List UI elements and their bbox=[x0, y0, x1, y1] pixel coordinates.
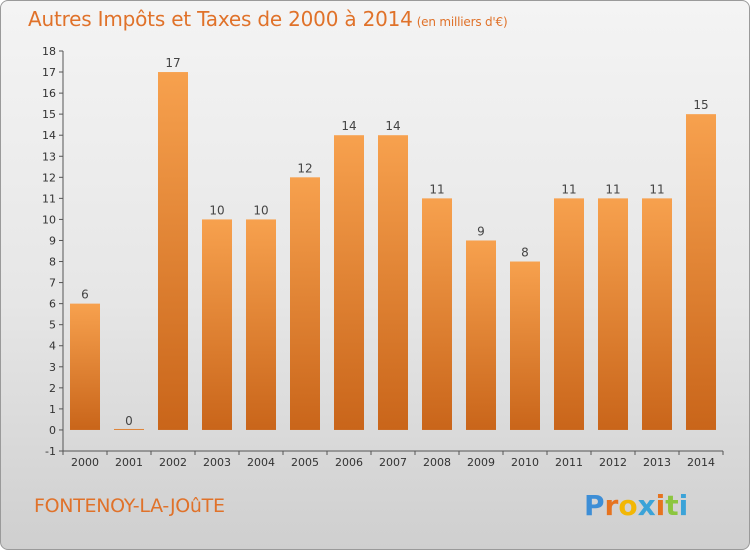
data-label: 14 bbox=[385, 119, 400, 133]
bar bbox=[70, 303, 100, 430]
y-tick-label: 11 bbox=[42, 192, 56, 205]
y-tick-label: 3 bbox=[49, 361, 56, 374]
y-tick-label: 1 bbox=[49, 403, 56, 416]
bar bbox=[554, 198, 584, 430]
data-label: 10 bbox=[209, 203, 224, 217]
chart-unit-note: (en milliers d'€) bbox=[416, 15, 508, 29]
y-tick-label: 17 bbox=[42, 66, 56, 79]
bar bbox=[378, 135, 408, 430]
logo-letter: r bbox=[604, 489, 619, 522]
x-tick-label: 2010 bbox=[511, 456, 539, 469]
x-tick-label: 2006 bbox=[335, 456, 363, 469]
bar bbox=[642, 198, 672, 430]
proxiti-logo: Proxiti bbox=[584, 489, 688, 522]
data-label: 14 bbox=[341, 119, 356, 133]
y-tick-label: 2 bbox=[49, 382, 56, 395]
bar bbox=[114, 428, 144, 430]
bar bbox=[246, 219, 276, 430]
bar bbox=[334, 135, 364, 430]
y-tick-label: 7 bbox=[49, 277, 56, 290]
data-label: 0 bbox=[125, 414, 133, 428]
logo-letter: t bbox=[665, 489, 679, 522]
commune-name: FONTENOY-LA-JOûTE bbox=[34, 495, 225, 517]
bars bbox=[70, 72, 716, 430]
y-tick-label: 15 bbox=[42, 108, 56, 121]
data-label: 11 bbox=[605, 182, 620, 196]
bar bbox=[510, 261, 540, 430]
bar bbox=[290, 177, 320, 430]
logo-letter: i bbox=[655, 489, 666, 522]
bar bbox=[598, 198, 628, 430]
logo-letter: x bbox=[637, 489, 656, 522]
x-tick-label: 2000 bbox=[71, 456, 99, 469]
data-label: 11 bbox=[429, 182, 444, 196]
data-label: 9 bbox=[477, 224, 485, 238]
y-tick-label: 4 bbox=[49, 340, 56, 353]
y-tick-label: 5 bbox=[49, 319, 56, 332]
chart-title: Autres Impôts et Taxes de 2000 à 2014 (en… bbox=[28, 7, 508, 31]
x-tick-label: 2003 bbox=[203, 456, 231, 469]
chart-title-text: Autres Impôts et Taxes de 2000 à 2014 bbox=[28, 7, 413, 31]
x-tick-label: 2013 bbox=[643, 456, 671, 469]
bar bbox=[202, 219, 232, 430]
x-tick-label: 2012 bbox=[599, 456, 627, 469]
data-label: 17 bbox=[165, 56, 180, 70]
y-tick-label: 8 bbox=[49, 256, 56, 269]
y-tick-label: 0 bbox=[49, 424, 56, 437]
logo-letter: o bbox=[618, 489, 638, 522]
logo-letter: i bbox=[678, 489, 689, 522]
x-tick-label: 2008 bbox=[423, 456, 451, 469]
y-tick-label: 16 bbox=[42, 87, 56, 100]
bar bbox=[686, 114, 716, 430]
bar bbox=[466, 240, 496, 430]
y-tick-label: 14 bbox=[42, 129, 56, 142]
y-tick-label: 12 bbox=[42, 171, 56, 184]
data-label: 12 bbox=[297, 161, 312, 175]
data-label: 15 bbox=[693, 98, 708, 112]
x-tick-label: 2007 bbox=[379, 456, 407, 469]
data-label: 11 bbox=[561, 182, 576, 196]
x-tick-label: 2011 bbox=[555, 456, 583, 469]
x-tick-label: 2001 bbox=[115, 456, 143, 469]
y-tick-label: 6 bbox=[49, 298, 56, 311]
logo-letter: P bbox=[584, 489, 605, 522]
data-label: 10 bbox=[253, 203, 268, 217]
y-tick-label: 10 bbox=[42, 213, 56, 226]
y-tick-label: 9 bbox=[49, 234, 56, 247]
x-tick-label: 2009 bbox=[467, 456, 495, 469]
y-tick-label: 13 bbox=[42, 150, 56, 163]
value-labels: 6 0 17 10 10 12 14 14 11 9 8 11 11 11 15 bbox=[81, 56, 708, 428]
x-tick-label: 2005 bbox=[291, 456, 319, 469]
y-tick-label: -1 bbox=[45, 445, 56, 458]
x-tick-label: 2014 bbox=[687, 456, 715, 469]
data-label: 6 bbox=[81, 288, 89, 302]
data-label: 8 bbox=[521, 246, 529, 260]
bar bbox=[422, 198, 452, 430]
y-tick-label: 18 bbox=[42, 45, 56, 58]
x-tick-label: 2002 bbox=[159, 456, 187, 469]
data-label: 11 bbox=[649, 182, 664, 196]
bar bbox=[158, 72, 188, 430]
x-tick-label: 2004 bbox=[247, 456, 275, 469]
